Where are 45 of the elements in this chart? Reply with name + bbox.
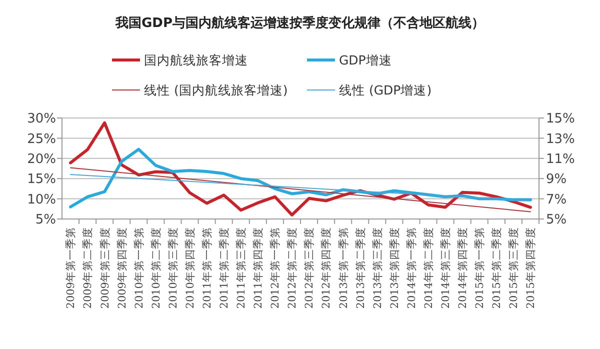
legend-label: 线性 (国内航线旅客增速) (144, 82, 288, 98)
x-tick-label: 2013年第三季度 (370, 227, 384, 309)
y2-tick-label: 13% (546, 132, 575, 147)
y-tick-label: 30% (27, 112, 56, 127)
x-tick-label: 2013年第二季度 (354, 227, 367, 309)
x-tick-label: 2015年第二季度 (490, 227, 504, 309)
x-tick-label: 2015年第一季第 (473, 227, 486, 309)
y2-tick-label: 9% (546, 172, 567, 188)
x-tick-label: 2009年第二季度 (81, 227, 94, 309)
x-tick-label: 2012年第二季度 (286, 227, 299, 309)
x-tick-label: 2014年第三季度 (438, 227, 452, 309)
y2-tick-label: 7% (546, 192, 567, 208)
x-tick-label: 2015年第三季度 (507, 227, 520, 309)
x-tick-label: 2010年第二季度 (149, 227, 162, 309)
y-tick-label: 5% (35, 212, 56, 228)
legend-label: GDP增速 (339, 52, 392, 68)
x-tick-label: 2011年第二季度 (218, 227, 231, 309)
y2-tick-label: 11% (546, 152, 575, 167)
x-tick-label: 2010年第三季度 (166, 227, 180, 309)
x-tick-label: 2015年第四季度 (524, 227, 538, 309)
y-tick-label: 15% (27, 172, 56, 188)
y-tick-label: 25% (27, 132, 56, 147)
x-tick-label: 2014年第一季第 (404, 227, 418, 309)
x-tick-label: 2012年第四季度 (320, 227, 333, 309)
y2-tick-label: 15% (546, 112, 575, 127)
legend-label: 线性 (GDP增速) (339, 82, 432, 98)
x-tick-label: 2009年第一季第 (64, 227, 78, 309)
x-tick-label: 2010年第四季度 (183, 227, 196, 309)
y2-tick-label: 5% (546, 212, 567, 228)
x-tick-label: 2014年第二季度 (422, 227, 435, 309)
x-tick-label: 2013年第一季第 (336, 227, 350, 309)
x-tick-label: 2009年第四季度 (115, 227, 128, 309)
legend-label: 国内航线旅客增速 (144, 52, 248, 68)
x-tick-label: 2014年第四季度 (456, 227, 470, 309)
y-tick-label: 20% (27, 152, 56, 167)
chart-title: 我国GDP与国内航线客运增速按季度变化规律（不含地区航线） (114, 15, 484, 31)
x-tick-label: 2011年第四季度 (252, 227, 265, 309)
x-tick-label: 2012年第一季第 (268, 227, 282, 309)
x-tick-label: 2009年第三季度 (98, 227, 112, 309)
y-tick-label: 10% (27, 192, 56, 208)
x-tick-label: 2011年第三季度 (234, 227, 248, 309)
x-tick-label: 2011年第一季第 (200, 227, 214, 309)
x-tick-label: 2010年第一季第 (132, 227, 146, 309)
x-tick-label: 2013年第四季度 (388, 227, 401, 309)
x-tick-label: 2012年第三季度 (302, 227, 316, 309)
